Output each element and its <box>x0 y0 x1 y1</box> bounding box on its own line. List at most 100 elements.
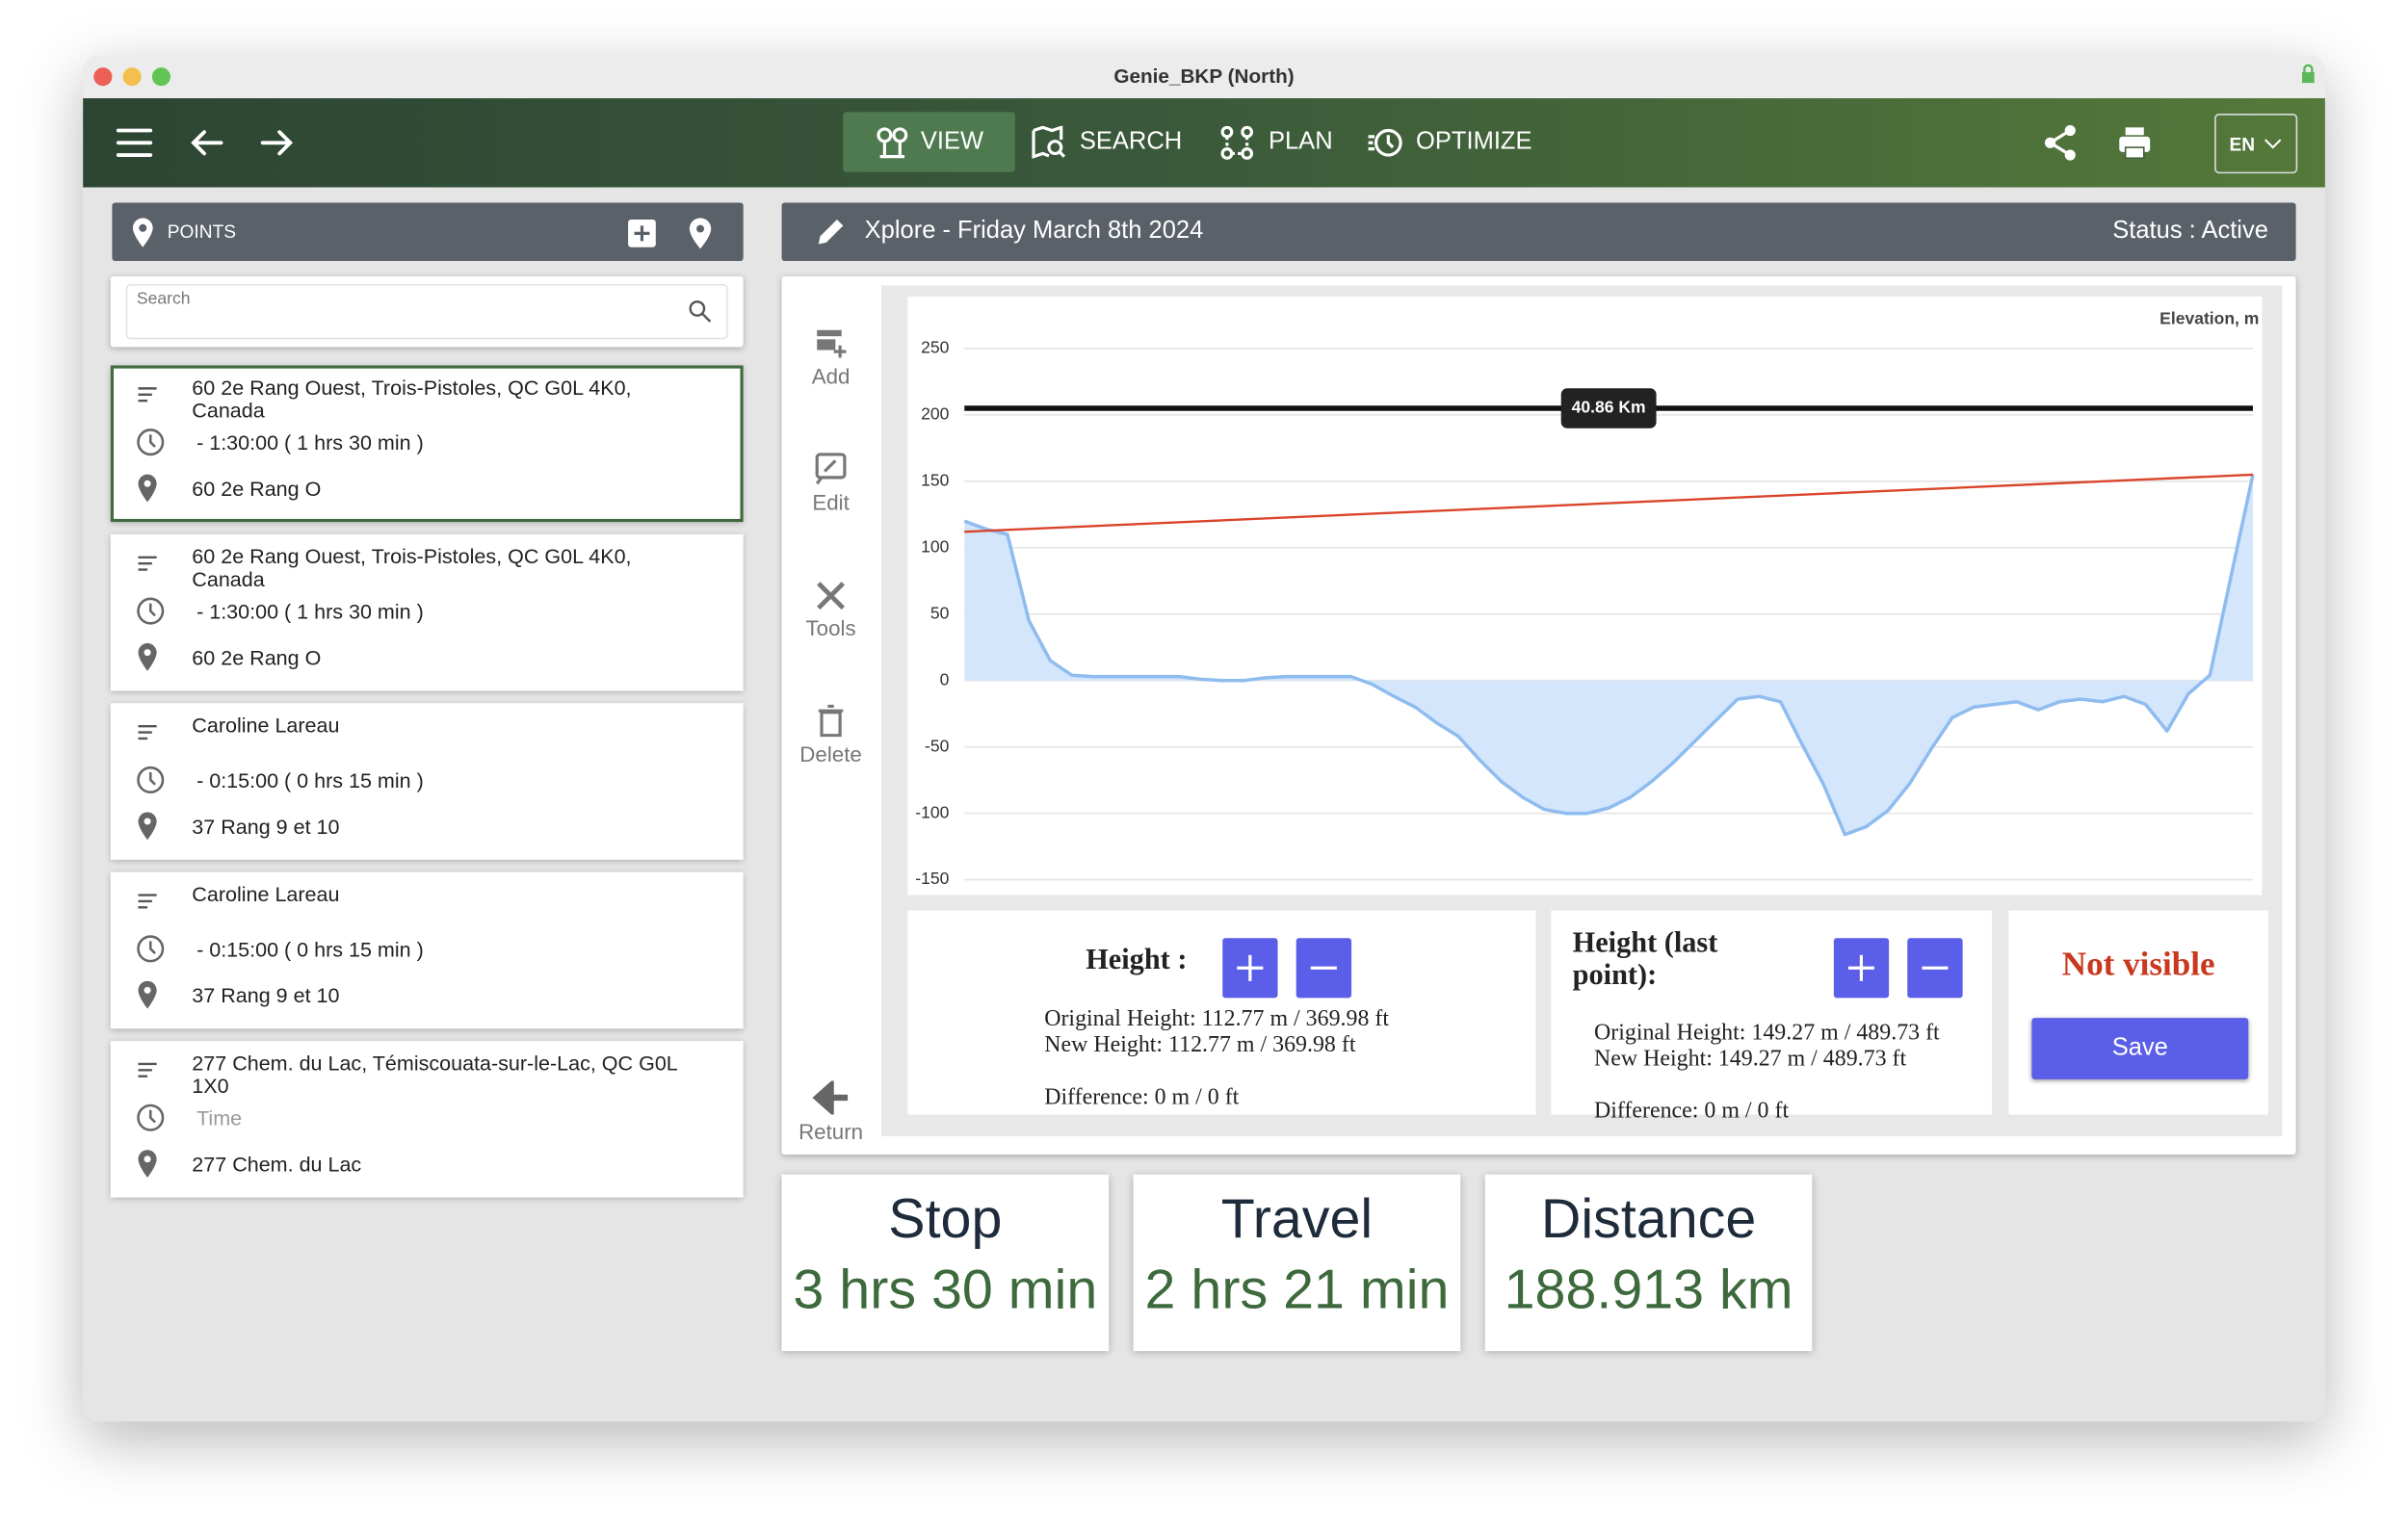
point-card[interactable]: 60 2e Rang Ouest, Trois-Pistoles, QC G0L… <box>110 365 744 523</box>
profile-area <box>964 474 2253 835</box>
tools-icon <box>817 582 846 610</box>
y-axis-title: Elevation, m <box>2159 308 2259 327</box>
y-tick-label: 0 <box>940 669 950 688</box>
points-header: POINTS <box>112 202 744 262</box>
icon <box>135 427 166 465</box>
height-last-panel: Height (last point): Original Height: 14… <box>1551 910 1992 1124</box>
trip-title: Xplore - Friday March 8th 2024 <box>864 218 1204 245</box>
icon <box>135 933 166 972</box>
chevron <box>2264 138 2282 148</box>
lock-icon <box>2302 64 2315 84</box>
save-button[interactable]: Save <box>2031 1018 2249 1079</box>
pin-icon <box>138 812 157 841</box>
tool-edit[interactable]: Edit <box>785 452 877 514</box>
new-height: New Height: 112.77 m / 369.98 ft <box>1044 1033 1356 1058</box>
point-time: - 1:30:00 ( 1 hrs 30 min ) <box>196 600 424 624</box>
point-card[interactable]: Caroline Lareau - 0:15:00 ( 0 hrs 15 min … <box>110 871 744 1029</box>
icon <box>135 765 166 803</box>
nav-label: PLAN <box>1268 128 1333 155</box>
icon <box>135 384 160 413</box>
nav-label: SEARCH <box>1079 128 1183 155</box>
stat-value: 188.913 km <box>1504 1257 1793 1321</box>
icon <box>135 891 160 920</box>
point-address: 60 2e Rang O <box>192 477 322 501</box>
icon <box>135 596 166 635</box>
tool-label: Return <box>798 1119 864 1144</box>
stat-label: Distance <box>1540 1186 1757 1250</box>
trip-header: Xplore - Friday March 8th 2024 Status : … <box>781 202 2296 262</box>
point-card[interactable]: Caroline Lareau - 0:15:00 ( 0 hrs 15 min … <box>110 703 744 860</box>
icon <box>135 553 160 582</box>
nav-plan[interactable]: PLAN <box>1219 112 1333 171</box>
points-actions[interactable] <box>627 217 720 250</box>
y-tick-label: -50 <box>925 736 950 755</box>
search-icon <box>689 300 712 323</box>
nav-search[interactable]: SEARCH <box>1031 112 1182 171</box>
point-card[interactable]: 277 Chem. du Lac, Témiscouata-sur-le-Lac… <box>110 1041 744 1198</box>
icon <box>135 979 160 1018</box>
point-time: - 0:15:00 ( 0 hrs 15 min ) <box>196 768 424 792</box>
tool-tools[interactable]: Tools <box>785 577 877 640</box>
height-last-buttons[interactable] <box>1833 938 1966 1000</box>
height-panel: Height : Original Height: 112.77 m / 369… <box>907 910 1536 1115</box>
clock-icon <box>137 766 165 793</box>
icon <box>135 1103 166 1141</box>
window-controls[interactable] <box>92 66 185 88</box>
y-tick-label: 200 <box>921 404 949 424</box>
marker-label-bg <box>1560 388 1657 428</box>
stat-label: Stop <box>888 1186 1003 1250</box>
view-icon <box>876 126 907 158</box>
tool-add[interactable]: Add <box>785 325 877 388</box>
original-height: Original Height: 112.77 m / 369.98 ft <box>1044 1006 1390 1032</box>
stat-value: 3 hrs 30 min <box>793 1257 1098 1321</box>
point-address: 277 Chem. du Lac <box>192 1153 362 1177</box>
pin-icon <box>138 980 157 1009</box>
edit-icon[interactable] <box>816 217 847 247</box>
y-tick-label: 100 <box>921 536 949 556</box>
pin-icon <box>138 643 157 671</box>
y-tick-label: 50 <box>930 603 950 622</box>
window-title: Genie_BKP (North) <box>1113 64 1295 88</box>
y-tick-label: 150 <box>921 470 949 489</box>
nav-view[interactable]: VIEW <box>843 112 1015 172</box>
clock-icon <box>137 597 165 625</box>
clock-icon <box>137 1104 165 1131</box>
title-icon <box>138 556 157 571</box>
trip-status: Status : Active <box>2112 218 2268 245</box>
pin-icon <box>138 474 157 503</box>
plan-icon <box>1220 124 1254 160</box>
add-icon <box>817 329 847 358</box>
point-time: Time <box>196 1106 243 1130</box>
search-input[interactable]: Search <box>125 283 728 340</box>
points-title: POINTS <box>167 221 237 243</box>
icon <box>135 721 160 750</box>
delete-icon <box>818 704 844 738</box>
tool-delete[interactable]: Delete <box>785 703 877 766</box>
y-tick-label: -100 <box>915 802 949 821</box>
edit-icon <box>815 453 847 485</box>
point-card[interactable]: 60 2e Rang Ouest, Trois-Pistoles, QC G0L… <box>110 533 744 691</box>
title-icon <box>138 724 157 740</box>
point-title: Caroline Lareau <box>192 714 340 738</box>
height-buttons[interactable] <box>1222 938 1354 1000</box>
elevation-chart: Elevation, m 250 200 150 100 50 0 -50 -100 -150 4… <box>907 296 2263 896</box>
point-title: 277 Chem. du Lac, Témiscouata-sur-le-Lac… <box>192 1052 677 1095</box>
tool-return[interactable]: Return <box>785 1078 877 1144</box>
share-print-icons[interactable] <box>2043 123 2154 163</box>
visibility-status: Not visible <box>2061 944 2215 983</box>
stat-card: Travel 2 hrs 21 min <box>1133 1174 1461 1352</box>
point-address: 37 Rang 9 et 10 <box>192 815 340 839</box>
height-values: Original Height: 112.77 m / 369.98 ft New… <box>1044 1007 1389 1111</box>
nav-icons[interactable] <box>114 123 313 163</box>
marker-label: 40.86 Km <box>1572 398 1646 417</box>
language-select[interactable]: EN <box>2214 113 2298 174</box>
stat-value: 2 hrs 21 min <box>1144 1257 1450 1321</box>
search-placeholder: Search <box>136 290 191 309</box>
nav-optimize[interactable]: OPTIMIZE <box>1367 112 1532 171</box>
tool-label: Edit <box>812 489 850 515</box>
point-address: 37 Rang 9 et 10 <box>192 984 340 1007</box>
stat-card: Distance 188.913 km <box>1484 1174 1813 1352</box>
original-height: Original Height: 149.27 m / 489.73 ft <box>1593 1021 1940 1046</box>
icon <box>135 473 160 511</box>
